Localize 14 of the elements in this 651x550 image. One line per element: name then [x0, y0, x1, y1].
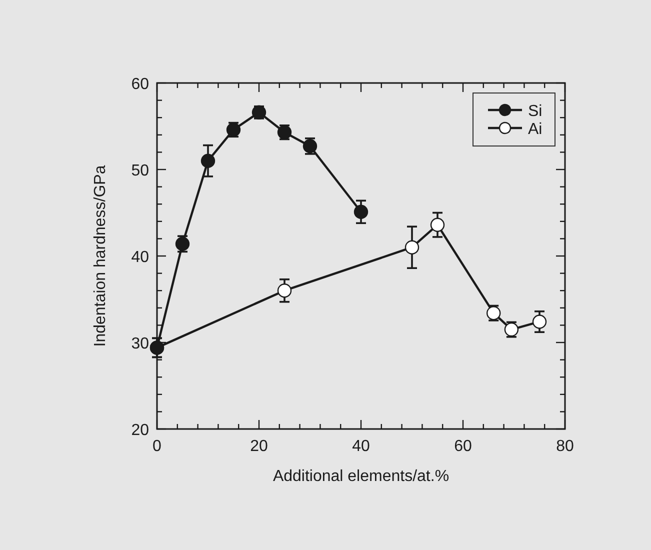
legend-label: Ai: [528, 121, 542, 138]
y-axis-title: Indentaion hardness/GPa: [92, 165, 109, 347]
x-tick-label: 40: [352, 438, 370, 455]
y-tick-label: 50: [131, 162, 150, 180]
x-axis-title: Additional elements/at.%: [272, 468, 450, 485]
x-tick-label: 0: [152, 438, 162, 455]
legend-label: Si: [528, 103, 542, 120]
x-tick-label: 80: [556, 438, 574, 455]
y-tick-label: 30: [131, 336, 150, 352]
x-tick-label: 20: [250, 438, 268, 455]
y-tick-label: 60: [131, 76, 150, 93]
y-tick-label: 40: [131, 249, 150, 266]
y-tick-label: 20: [131, 422, 150, 439]
x-tick-label: 60: [454, 438, 472, 455]
